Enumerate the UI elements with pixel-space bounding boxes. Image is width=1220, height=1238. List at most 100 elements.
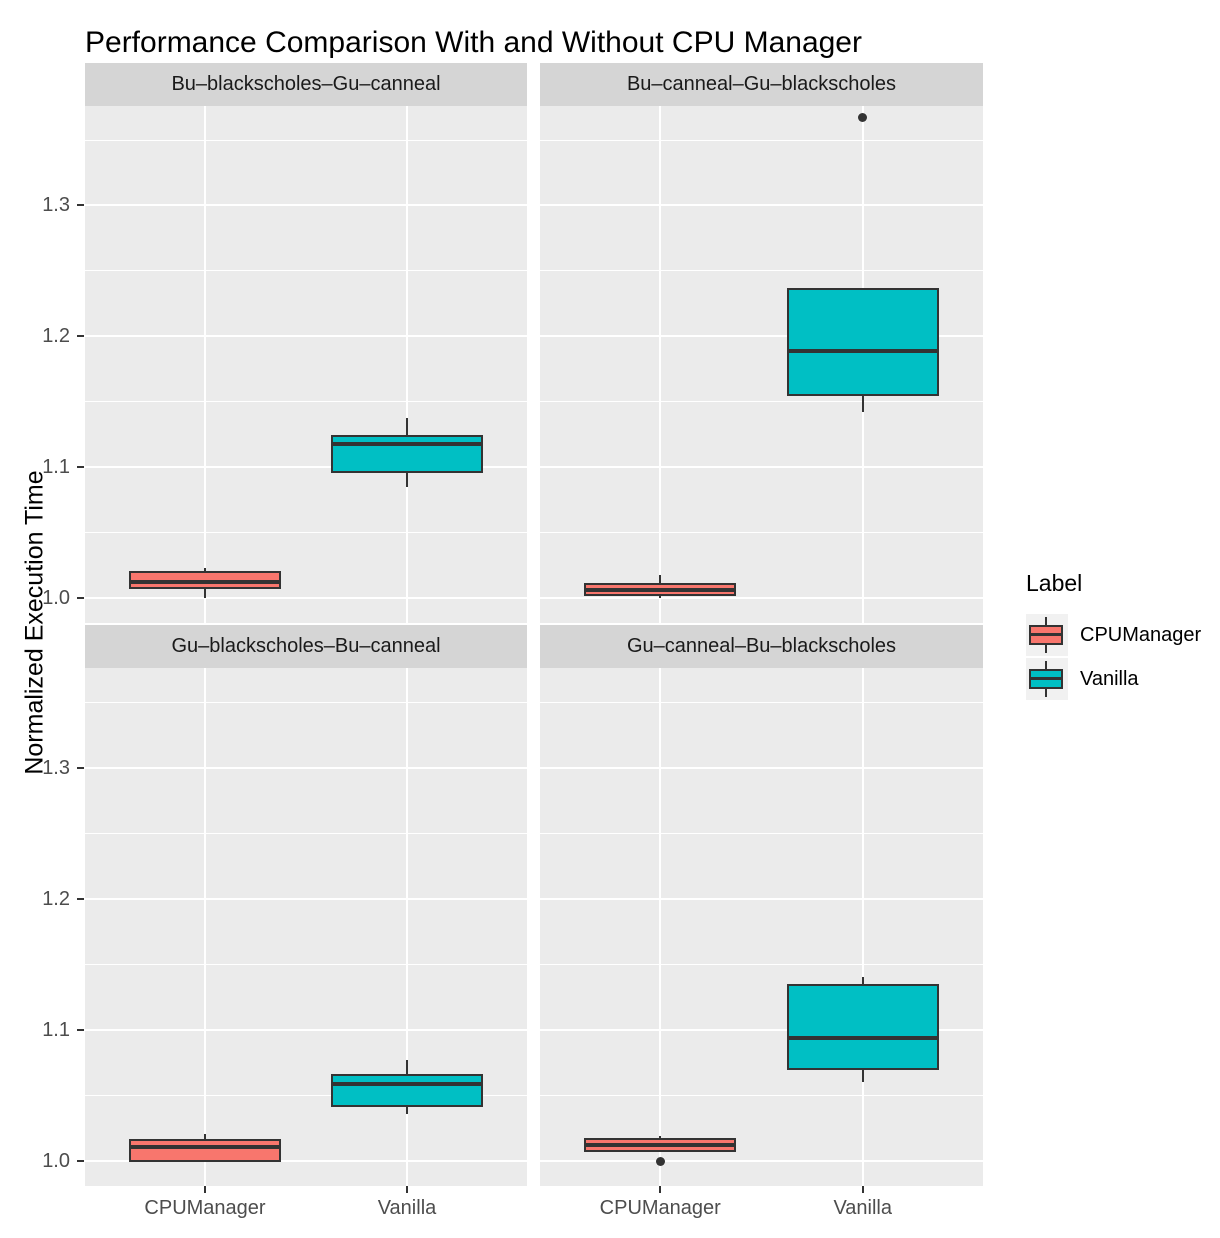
- boxplot-median: [129, 580, 281, 585]
- gridline-minor: [540, 1095, 983, 1096]
- x-tick-mark: [204, 1186, 206, 1193]
- gridline-minor: [540, 401, 983, 403]
- gridline-vertical: [861, 668, 864, 1186]
- y-tick-mark: [77, 597, 84, 600]
- boxplot-upper-whisker: [405, 1060, 408, 1075]
- x-tick-label: Vanilla: [377, 1197, 437, 1219]
- gridline-major: [540, 597, 983, 600]
- legend: Label CPUManager Vanilla: [1018, 566, 1220, 716]
- boxplot-box: [330, 434, 483, 474]
- y-tick-label: 1.2: [42, 887, 70, 910]
- facet-panel-top-right: [540, 106, 983, 623]
- y-tick-label: 1.2: [42, 325, 70, 348]
- gridline-minor: [85, 532, 527, 534]
- legend-title: Label: [1026, 570, 1083, 596]
- y-tick-mark: [77, 335, 84, 338]
- legend-median-glyph: [1031, 633, 1061, 636]
- boxplot-box: [786, 288, 939, 397]
- gridline-vertical: [405, 668, 408, 1186]
- legend-item-label: CPUManager: [1080, 624, 1202, 646]
- gridline-major: [540, 1028, 983, 1031]
- facet-strip-bottom-left: Gu–blackscholes–Bu–canneal: [85, 625, 527, 668]
- outlier-point: [655, 1156, 665, 1166]
- gridline-minor: [540, 701, 983, 703]
- y-tick-mark: [77, 897, 84, 900]
- facet-panel-bottom-right: [540, 668, 983, 1186]
- y-tick-mark: [77, 1028, 84, 1031]
- x-tick-mark: [861, 1186, 864, 1193]
- gridline-minor: [85, 270, 527, 272]
- x-tick-mark: [405, 1186, 408, 1193]
- gridline-minor: [85, 963, 527, 965]
- gridline-vertical: [659, 106, 662, 623]
- gridline-major: [85, 897, 527, 900]
- y-tick-label: 1.3: [42, 756, 70, 779]
- y-tick-label: 1.1: [42, 1018, 70, 1041]
- gridline-minor: [540, 532, 983, 534]
- boxplot-median: [786, 1035, 939, 1040]
- gridline-major: [85, 1160, 527, 1163]
- boxplot-median: [129, 1144, 281, 1149]
- gridline-major: [85, 597, 527, 600]
- gridline-major: [85, 1028, 527, 1031]
- boxplot-upper-whisker: [659, 1136, 662, 1139]
- gridline-minor: [85, 701, 527, 703]
- legend-key-vanilla: [1026, 658, 1068, 700]
- gridline-major: [85, 204, 527, 207]
- facet-strip-top-right: Bu–canneal–Gu–blackscholes: [540, 63, 983, 106]
- legend-median-glyph: [1031, 677, 1061, 680]
- gridline-vertical: [405, 106, 408, 623]
- x-tick-label: CPUManager: [599, 1197, 721, 1219]
- x-tick-label: Vanilla: [833, 1197, 892, 1219]
- gridline-minor: [85, 1095, 527, 1096]
- facet-panel-top-left: [85, 106, 527, 623]
- boxplot-median: [584, 1143, 737, 1148]
- gridline-major: [85, 335, 527, 338]
- gridline-major: [540, 204, 983, 207]
- y-tick-mark: [77, 1160, 84, 1163]
- gridline-major: [540, 1160, 983, 1163]
- boxplot-median: [584, 588, 737, 593]
- boxplot-box: [786, 984, 939, 1071]
- boxplot-upper-whisker: [405, 417, 408, 436]
- boxplot-box: [129, 1139, 281, 1163]
- gridline-minor: [540, 270, 983, 272]
- boxplot-upper-whisker: [204, 1133, 206, 1141]
- gridline-minor: [540, 963, 983, 965]
- gridline-minor: [85, 832, 527, 834]
- gridline-vertical: [204, 668, 206, 1186]
- boxplot-upper-whisker: [659, 574, 662, 584]
- boxplot-lower-whisker: [861, 395, 864, 413]
- gridline-vertical: [204, 106, 206, 623]
- boxplot-upper-whisker: [204, 568, 206, 572]
- gridline-major: [540, 466, 983, 469]
- gridline-major: [540, 335, 983, 338]
- y-tick-label: 1.0: [42, 587, 70, 610]
- y-tick-label: 1.0: [42, 1150, 70, 1173]
- gridline-major: [85, 466, 527, 469]
- gridline-vertical: [659, 668, 662, 1186]
- x-tick-mark: [659, 1186, 662, 1193]
- boxplot-lower-whisker: [405, 1106, 408, 1114]
- gridline-minor: [540, 139, 983, 141]
- gridline-major: [540, 766, 983, 769]
- y-tick-label: 1.3: [42, 194, 70, 217]
- legend-key-cpumanager: [1026, 614, 1068, 656]
- boxplot-lower-whisker: [659, 595, 662, 599]
- facet-strip-bottom-right: Gu–canneal–Bu–blackscholes: [540, 625, 983, 668]
- boxplot-lower-whisker: [861, 1069, 864, 1083]
- facet-panel-bottom-left: [85, 668, 527, 1186]
- y-tick-mark: [77, 766, 84, 769]
- y-tick-mark: [77, 204, 84, 207]
- y-tick-label: 1.1: [42, 456, 70, 479]
- legend-item-label: Vanilla: [1080, 668, 1139, 690]
- boxplot-lower-whisker: [405, 472, 408, 487]
- boxplot-box: [330, 1073, 483, 1107]
- facet-strip-top-left: Bu–blackscholes–Gu–canneal: [85, 63, 527, 106]
- outlier-point: [858, 113, 868, 123]
- gridline-minor: [540, 832, 983, 834]
- boxplot-median: [330, 441, 483, 446]
- x-tick-label: CPUManager: [144, 1197, 266, 1219]
- boxplot-lower-whisker: [204, 587, 206, 599]
